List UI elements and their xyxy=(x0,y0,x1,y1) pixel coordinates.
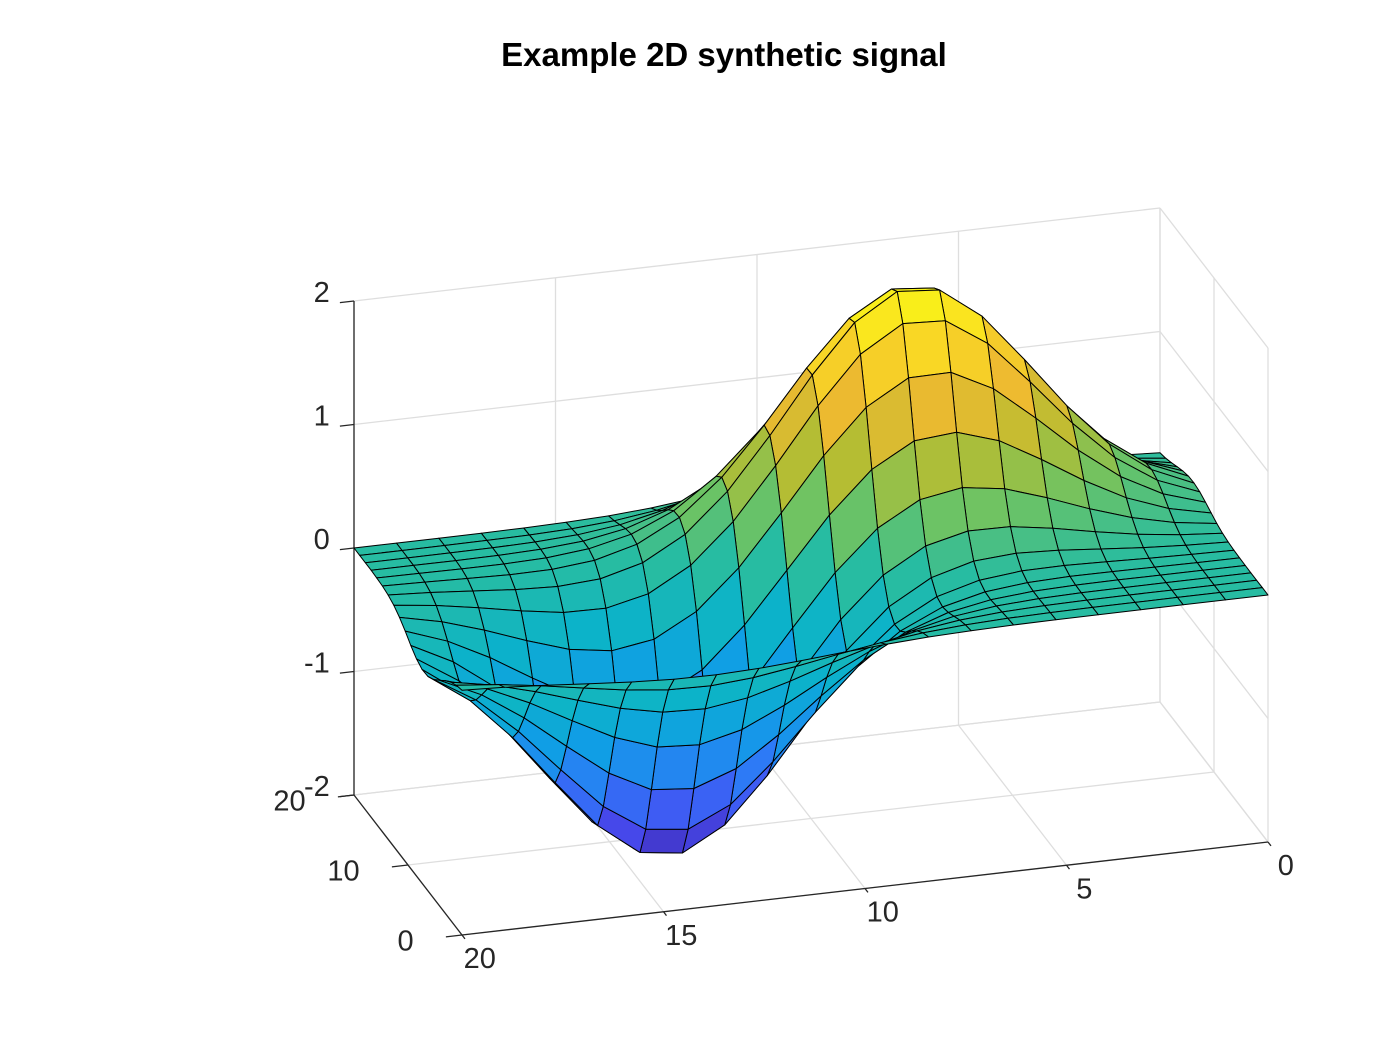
surface-facet xyxy=(563,607,613,652)
z-tick-mark xyxy=(339,670,355,674)
surface-facet xyxy=(514,586,564,613)
grid-line xyxy=(1159,207,1269,349)
surface-facet xyxy=(902,320,952,379)
z-tick-label: 1 xyxy=(314,400,330,432)
grid-line xyxy=(1159,331,1269,472)
surface-facet xyxy=(1052,527,1102,551)
z-tick-mark xyxy=(339,423,355,427)
y-tick-mark xyxy=(391,864,409,868)
x-tick-label: 10 xyxy=(867,897,899,929)
z-tick-label: 0 xyxy=(314,524,330,556)
x-tick-label: 0 xyxy=(1278,850,1294,882)
x-tick-mark xyxy=(662,911,667,916)
x-tick-mark xyxy=(461,934,466,940)
z-tick-mark xyxy=(339,794,355,798)
surface-facet xyxy=(583,681,633,691)
y-tick-label: 20 xyxy=(273,786,305,818)
z-tick-mark xyxy=(339,300,355,304)
surface-facet xyxy=(619,689,669,713)
grid-line xyxy=(1159,701,1269,843)
x-tick-label: 15 xyxy=(665,920,697,952)
x-tick-label: 20 xyxy=(464,943,496,975)
surface-facet xyxy=(908,371,958,442)
z-tick-label: -2 xyxy=(304,771,330,803)
surface-facet xyxy=(956,431,1006,490)
z-tick-label: -1 xyxy=(304,647,330,679)
x-tick-mark xyxy=(1267,841,1272,847)
y-tick-label: 0 xyxy=(397,926,413,958)
surface-facet xyxy=(650,744,700,791)
surface-facet xyxy=(387,592,437,606)
grid-line xyxy=(353,330,1161,426)
surface-facet xyxy=(656,708,706,748)
surface-facet xyxy=(1173,522,1223,536)
surface-facet xyxy=(1009,526,1059,554)
chart-title: Example 2D synthetic signal xyxy=(501,36,947,73)
surface-facet xyxy=(455,684,505,691)
y-tick-mark xyxy=(445,934,463,938)
z-tick-label: 2 xyxy=(314,277,330,309)
y-tick-label: 10 xyxy=(327,856,359,888)
z-tick-mark xyxy=(339,547,355,551)
surface-facet xyxy=(645,788,695,830)
x-tick-mark xyxy=(1065,864,1070,870)
surface-facet xyxy=(896,289,946,325)
grid-line xyxy=(407,771,1215,866)
surface-facet xyxy=(1094,531,1144,550)
surface-facet xyxy=(639,828,689,854)
surface-mesh xyxy=(353,287,1269,854)
surface-facet xyxy=(961,487,1011,532)
grid-line xyxy=(353,207,1161,302)
x-tick-label: 5 xyxy=(1076,873,1092,905)
x-tick-mark xyxy=(864,888,869,893)
